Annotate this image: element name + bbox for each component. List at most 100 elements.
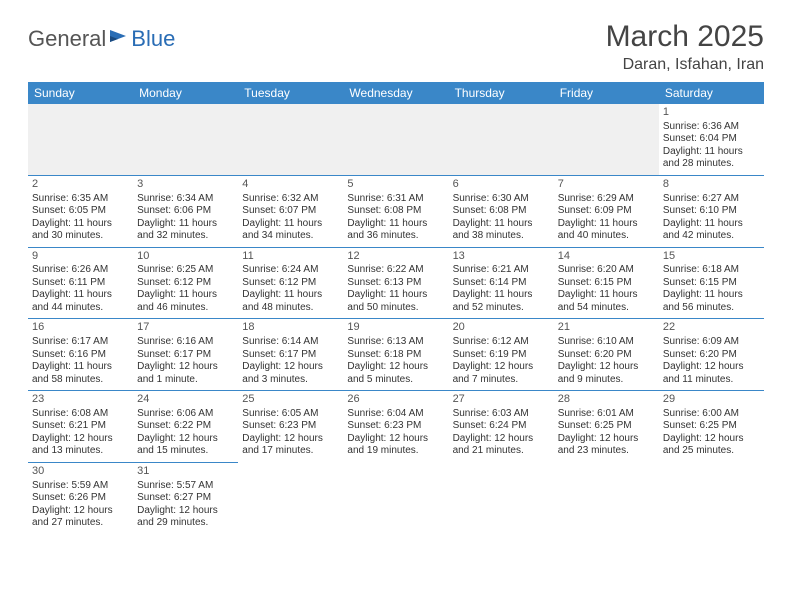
- sunrise-text: Sunrise: 6:01 AM: [558, 408, 655, 421]
- logo-text-general: General: [28, 26, 106, 52]
- sunrise-text: Sunrise: 6:06 AM: [137, 408, 234, 421]
- sunrise-text: Sunrise: 6:22 AM: [347, 264, 444, 277]
- day-number: 4: [242, 178, 339, 192]
- calendar-week-row: 30Sunrise: 5:59 AMSunset: 6:26 PMDayligh…: [28, 462, 764, 533]
- calendar-week-row: 9Sunrise: 6:26 AMSunset: 6:11 PMDaylight…: [28, 247, 764, 319]
- daylight-text: Daylight: 11 hours and 44 minutes.: [32, 289, 129, 314]
- sunrise-text: Sunrise: 6:27 AM: [663, 193, 760, 206]
- sunset-text: Sunset: 6:25 PM: [663, 420, 760, 433]
- calendar-day-cell: 6Sunrise: 6:30 AMSunset: 6:08 PMDaylight…: [449, 175, 554, 247]
- sunrise-text: Sunrise: 6:31 AM: [347, 193, 444, 206]
- sunset-text: Sunset: 6:09 PM: [558, 205, 655, 218]
- flag-icon: [108, 26, 130, 52]
- calendar-day-cell: [554, 462, 659, 533]
- logo: General Blue: [28, 26, 175, 52]
- sunrise-text: Sunrise: 6:20 AM: [558, 264, 655, 277]
- calendar-day-cell: 8Sunrise: 6:27 AMSunset: 6:10 PMDaylight…: [659, 175, 764, 247]
- logo-text-blue: Blue: [131, 26, 175, 52]
- calendar-day-cell: [659, 462, 764, 533]
- sunrise-text: Sunrise: 6:34 AM: [137, 193, 234, 206]
- sunset-text: Sunset: 6:08 PM: [347, 205, 444, 218]
- sunrise-text: Sunrise: 6:32 AM: [242, 193, 339, 206]
- sunset-text: Sunset: 6:12 PM: [242, 277, 339, 290]
- sunset-text: Sunset: 6:14 PM: [453, 277, 550, 290]
- day-number: 5: [347, 178, 444, 192]
- daylight-text: Daylight: 12 hours and 17 minutes.: [242, 433, 339, 458]
- calendar-day-cell: 22Sunrise: 6:09 AMSunset: 6:20 PMDayligh…: [659, 319, 764, 391]
- day-number: 19: [347, 321, 444, 335]
- daylight-text: Daylight: 12 hours and 11 minutes.: [663, 361, 760, 386]
- day-number: 27: [453, 393, 550, 407]
- daylight-text: Daylight: 11 hours and 50 minutes.: [347, 289, 444, 314]
- sunrise-text: Sunrise: 6:35 AM: [32, 193, 129, 206]
- sunset-text: Sunset: 6:20 PM: [558, 349, 655, 362]
- calendar-day-cell: 10Sunrise: 6:25 AMSunset: 6:12 PMDayligh…: [133, 247, 238, 319]
- weekday-header: Monday: [133, 82, 238, 104]
- calendar-day-cell: 11Sunrise: 6:24 AMSunset: 6:12 PMDayligh…: [238, 247, 343, 319]
- sunset-text: Sunset: 6:15 PM: [558, 277, 655, 290]
- calendar-week-row: 23Sunrise: 6:08 AMSunset: 6:21 PMDayligh…: [28, 391, 764, 463]
- day-number: 30: [32, 465, 129, 479]
- day-number: 3: [137, 178, 234, 192]
- day-number: 22: [663, 321, 760, 335]
- sunset-text: Sunset: 6:12 PM: [137, 277, 234, 290]
- day-number: 6: [453, 178, 550, 192]
- calendar-day-cell: 9Sunrise: 6:26 AMSunset: 6:11 PMDaylight…: [28, 247, 133, 319]
- daylight-text: Daylight: 12 hours and 5 minutes.: [347, 361, 444, 386]
- daylight-text: Daylight: 11 hours and 56 minutes.: [663, 289, 760, 314]
- day-number: 7: [558, 178, 655, 192]
- daylight-text: Daylight: 12 hours and 15 minutes.: [137, 433, 234, 458]
- daylight-text: Daylight: 11 hours and 36 minutes.: [347, 218, 444, 243]
- sunrise-text: Sunrise: 6:29 AM: [558, 193, 655, 206]
- sunrise-text: Sunrise: 6:04 AM: [347, 408, 444, 421]
- daylight-text: Daylight: 11 hours and 42 minutes.: [663, 218, 760, 243]
- weekday-header: Saturday: [659, 82, 764, 104]
- sunrise-text: Sunrise: 6:08 AM: [32, 408, 129, 421]
- daylight-text: Daylight: 12 hours and 3 minutes.: [242, 361, 339, 386]
- calendar-day-cell: 28Sunrise: 6:01 AMSunset: 6:25 PMDayligh…: [554, 391, 659, 463]
- page-title: March 2025: [606, 20, 764, 54]
- sunset-text: Sunset: 6:05 PM: [32, 205, 129, 218]
- sunrise-text: Sunrise: 6:05 AM: [242, 408, 339, 421]
- day-number: 16: [32, 321, 129, 335]
- calendar-week-row: 2Sunrise: 6:35 AMSunset: 6:05 PMDaylight…: [28, 175, 764, 247]
- calendar-day-cell: 14Sunrise: 6:20 AMSunset: 6:15 PMDayligh…: [554, 247, 659, 319]
- calendar-day-cell: 26Sunrise: 6:04 AMSunset: 6:23 PMDayligh…: [343, 391, 448, 463]
- calendar-day-cell: [238, 462, 343, 533]
- calendar-week-row: 1Sunrise: 6:36 AMSunset: 6:04 PMDaylight…: [28, 104, 764, 175]
- sunrise-text: Sunrise: 6:12 AM: [453, 336, 550, 349]
- daylight-text: Daylight: 11 hours and 34 minutes.: [242, 218, 339, 243]
- sunrise-text: Sunrise: 6:24 AM: [242, 264, 339, 277]
- calendar-day-cell: 17Sunrise: 6:16 AMSunset: 6:17 PMDayligh…: [133, 319, 238, 391]
- day-number: 26: [347, 393, 444, 407]
- calendar-day-cell: 19Sunrise: 6:13 AMSunset: 6:18 PMDayligh…: [343, 319, 448, 391]
- sunset-text: Sunset: 6:24 PM: [453, 420, 550, 433]
- sunrise-text: Sunrise: 6:25 AM: [137, 264, 234, 277]
- weekday-header: Sunday: [28, 82, 133, 104]
- calendar-day-cell: 3Sunrise: 6:34 AMSunset: 6:06 PMDaylight…: [133, 175, 238, 247]
- calendar-day-cell: 13Sunrise: 6:21 AMSunset: 6:14 PMDayligh…: [449, 247, 554, 319]
- sunset-text: Sunset: 6:16 PM: [32, 349, 129, 362]
- day-number: 23: [32, 393, 129, 407]
- sunrise-text: Sunrise: 6:16 AM: [137, 336, 234, 349]
- sunset-text: Sunset: 6:20 PM: [663, 349, 760, 362]
- day-number: 12: [347, 250, 444, 264]
- day-number: 18: [242, 321, 339, 335]
- daylight-text: Daylight: 12 hours and 13 minutes.: [32, 433, 129, 458]
- calendar-day-cell: 7Sunrise: 6:29 AMSunset: 6:09 PMDaylight…: [554, 175, 659, 247]
- day-number: 13: [453, 250, 550, 264]
- sunrise-text: Sunrise: 6:14 AM: [242, 336, 339, 349]
- sunrise-text: Sunrise: 6:09 AM: [663, 336, 760, 349]
- calendar-day-cell: 29Sunrise: 6:00 AMSunset: 6:25 PMDayligh…: [659, 391, 764, 463]
- day-number: 17: [137, 321, 234, 335]
- day-number: 8: [663, 178, 760, 192]
- sunset-text: Sunset: 6:08 PM: [453, 205, 550, 218]
- calendar-day-cell: 24Sunrise: 6:06 AMSunset: 6:22 PMDayligh…: [133, 391, 238, 463]
- sunset-text: Sunset: 6:23 PM: [347, 420, 444, 433]
- daylight-text: Daylight: 12 hours and 27 minutes.: [32, 505, 129, 530]
- sunset-text: Sunset: 6:07 PM: [242, 205, 339, 218]
- calendar-day-cell: 1Sunrise: 6:36 AMSunset: 6:04 PMDaylight…: [659, 104, 764, 175]
- day-number: 20: [453, 321, 550, 335]
- day-number: 31: [137, 465, 234, 479]
- calendar-day-cell: 4Sunrise: 6:32 AMSunset: 6:07 PMDaylight…: [238, 175, 343, 247]
